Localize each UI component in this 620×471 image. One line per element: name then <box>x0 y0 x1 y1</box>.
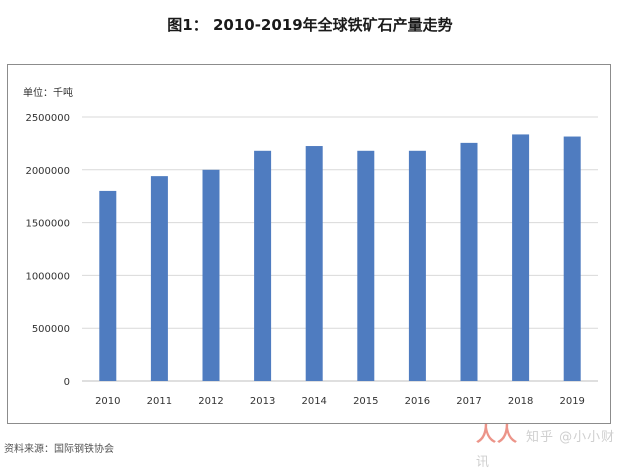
x-tick-label: 2013 <box>250 396 275 407</box>
watermark-logo: 人人 <box>476 422 518 446</box>
x-tick-label: 2011 <box>147 396 172 407</box>
figure-title: 图1： 2010-2019年全球铁矿石产量走势 <box>167 16 453 34</box>
bar <box>408 150 426 381</box>
x-tick-label: 2017 <box>456 396 481 407</box>
watermark: 人人 知乎 @小小财讯 <box>476 418 620 471</box>
bar <box>563 136 581 381</box>
bar <box>254 150 272 381</box>
y-tick-label: 2000000 <box>25 166 70 177</box>
y-tick-label: 1000000 <box>25 271 70 282</box>
x-tick-label: 2010 <box>95 396 120 407</box>
bar <box>357 150 375 381</box>
y-tick-label: 0 <box>64 377 70 388</box>
x-tick-label: 2015 <box>353 396 378 407</box>
bar <box>305 146 323 381</box>
source-note: 资料来源：国际钢铁协会 <box>4 444 114 455</box>
x-tick-label: 2012 <box>198 396 223 407</box>
x-tick-label: 2019 <box>559 396 584 407</box>
x-tick-label: 2016 <box>405 396 430 407</box>
x-tick-label: 2014 <box>301 396 326 407</box>
bar <box>202 169 220 381</box>
chart-frame <box>7 64 611 424</box>
y-tick-label: 2500000 <box>25 113 70 124</box>
bar <box>512 134 530 381</box>
unit-label: 单位：千吨 <box>23 88 73 99</box>
bar <box>99 190 117 381</box>
y-tick-label: 500000 <box>32 324 70 335</box>
y-tick-label: 1500000 <box>25 219 70 230</box>
x-tick-label: 2018 <box>508 396 533 407</box>
bar <box>460 142 478 381</box>
bar <box>150 176 168 381</box>
